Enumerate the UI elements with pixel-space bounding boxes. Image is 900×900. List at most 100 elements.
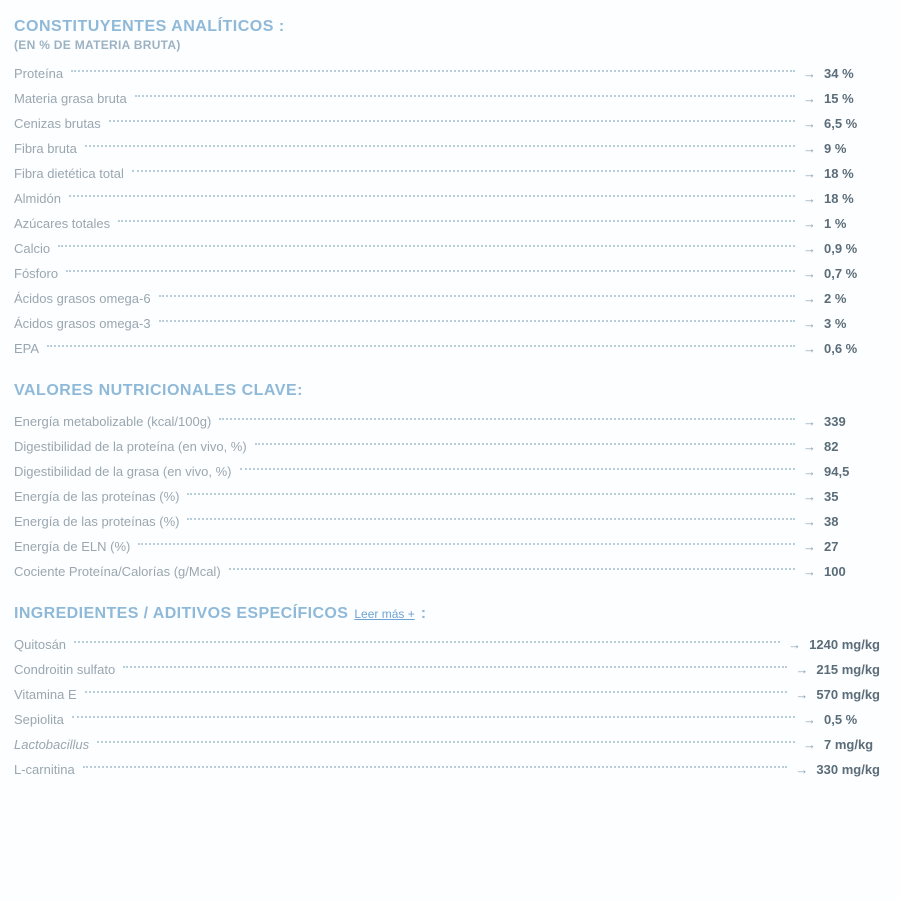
row-value: 18 % xyxy=(824,166,880,181)
row-label: Almidón xyxy=(14,191,61,206)
row-value: 82 xyxy=(824,439,880,454)
row-label: Calcio xyxy=(14,241,50,256)
table-row: Fibra dietética total → 18 % xyxy=(14,166,880,181)
arrow-icon: → xyxy=(803,713,816,726)
leader-dots xyxy=(97,741,795,743)
arrow-icon: → xyxy=(803,490,816,503)
row-value: 94,5 xyxy=(824,464,880,479)
row-value: 3 % xyxy=(824,316,880,331)
leader-dots xyxy=(85,691,788,693)
arrow-icon: → xyxy=(803,515,816,528)
row-label: Energía metabolizable (kcal/100g) xyxy=(14,414,211,429)
leader-dots xyxy=(85,145,795,147)
arrow-icon: → xyxy=(803,465,816,478)
analytical-section: CONSTITUYENTES ANALÍTICOS : (EN % DE MAT… xyxy=(14,18,880,356)
leader-dots xyxy=(58,245,795,247)
row-label: Fósforo xyxy=(14,266,58,281)
arrow-icon: → xyxy=(803,192,816,205)
leader-dots xyxy=(123,666,787,668)
ingredients-rows: Quitosán→1240 mg/kgCondroitin sulfato→21… xyxy=(14,637,880,777)
leader-dots xyxy=(219,418,795,420)
row-label: Vitamina E xyxy=(14,687,77,702)
row-label: Cociente Proteína/Calorías (g/Mcal) xyxy=(14,564,221,579)
table-row: Azúcares totales → 1 % xyxy=(14,216,880,231)
row-label: Digestibilidad de la grasa (en vivo, %) xyxy=(14,464,232,479)
row-value: 1240 mg/kg xyxy=(809,637,880,652)
arrow-icon: → xyxy=(803,440,816,453)
nutritional-rows: Energía metabolizable (kcal/100g)→339Dig… xyxy=(14,414,880,579)
row-label: Fibra dietética total xyxy=(14,166,124,181)
table-row: Energía de ELN (%)→27 xyxy=(14,539,880,554)
nutritional-section: VALORES NUTRICIONALES CLAVE: Energía met… xyxy=(14,382,880,579)
arrow-icon: → xyxy=(803,167,816,180)
analytical-rows: Proteína→34 %Materia grasa bruta→15 %Cen… xyxy=(14,66,880,356)
leader-dots xyxy=(66,270,795,272)
arrow-icon: → xyxy=(803,67,816,80)
row-value: 15 % xyxy=(824,91,880,106)
table-row: Quitosán→1240 mg/kg xyxy=(14,637,880,652)
row-label: Lactobacillus xyxy=(14,737,89,752)
read-more-link[interactable]: Leer más + xyxy=(354,607,414,621)
row-value: 215 mg/kg xyxy=(816,662,880,677)
row-label: Quitosán xyxy=(14,637,66,652)
row-value: 34 % xyxy=(824,66,880,81)
leader-dots xyxy=(74,641,780,643)
leader-dots xyxy=(69,195,795,197)
leader-dots xyxy=(135,95,795,97)
table-row: Cenizas brutas→6,5 % xyxy=(14,116,880,131)
arrow-icon: → xyxy=(803,242,816,255)
row-label: Cenizas brutas xyxy=(14,116,101,131)
table-row: Fósforo → 0,7 % xyxy=(14,266,880,281)
leader-dots xyxy=(47,345,795,347)
row-value: 1 % xyxy=(824,216,880,231)
leader-dots xyxy=(83,766,788,768)
arrow-icon: → xyxy=(803,267,816,280)
arrow-icon: → xyxy=(803,317,816,330)
table-row: Digestibilidad de la proteína (en vivo, … xyxy=(14,439,880,454)
table-row: Sepiolita→0,5 % xyxy=(14,712,880,727)
row-value: 0,5 % xyxy=(824,712,880,727)
table-row: Materia grasa bruta→15 % xyxy=(14,91,880,106)
table-row: Condroitin sulfato→215 mg/kg xyxy=(14,662,880,677)
row-value: 0,6 % xyxy=(824,341,880,356)
leader-dots xyxy=(71,70,795,72)
row-value: 7 mg/kg xyxy=(824,737,880,752)
table-row: EPA→0,6 % xyxy=(14,341,880,356)
row-value: 330 mg/kg xyxy=(816,762,880,777)
row-value: 9 % xyxy=(824,141,880,156)
ingredients-title: INGREDIENTES / ADITIVOS ESPECÍFICOS xyxy=(14,605,348,623)
arrow-icon: → xyxy=(803,565,816,578)
arrow-icon: → xyxy=(803,292,816,305)
arrow-icon: → xyxy=(803,342,816,355)
row-label: Azúcares totales xyxy=(14,216,110,231)
leader-dots xyxy=(240,468,796,470)
row-label: Fibra bruta xyxy=(14,141,77,156)
analytical-title: CONSTITUYENTES ANALÍTICOS : xyxy=(14,18,880,36)
row-value: 6,5 % xyxy=(824,116,880,131)
table-row: Calcio→0,9 % xyxy=(14,241,880,256)
table-row: Cociente Proteína/Calorías (g/Mcal)→100 xyxy=(14,564,880,579)
arrow-icon: → xyxy=(795,763,808,776)
table-row: Proteína → 34 % xyxy=(14,66,880,81)
row-value: 0,7 % xyxy=(824,266,880,281)
ingredients-section: INGREDIENTES / ADITIVOS ESPECÍFICOS Leer… xyxy=(14,605,880,777)
table-row: Ácidos grasos omega-6→2 % xyxy=(14,291,880,306)
row-label: Condroitin sulfato xyxy=(14,662,115,677)
arrow-icon: → xyxy=(803,92,816,105)
table-row: Fibra bruta→9 % xyxy=(14,141,880,156)
row-value: 38 xyxy=(824,514,880,529)
arrow-icon: → xyxy=(803,217,816,230)
row-label: Ácidos grasos omega-3 xyxy=(14,316,151,331)
ingredients-title-line: INGREDIENTES / ADITIVOS ESPECÍFICOS Leer… xyxy=(14,605,880,623)
arrow-icon: → xyxy=(803,415,816,428)
table-row: Energía metabolizable (kcal/100g)→339 xyxy=(14,414,880,429)
table-row: Vitamina E→570 mg/kg xyxy=(14,687,880,702)
row-label: Proteína xyxy=(14,66,63,81)
leader-dots xyxy=(159,295,795,297)
leader-dots xyxy=(72,716,795,718)
leader-dots xyxy=(229,568,795,570)
leader-dots xyxy=(138,543,795,545)
leader-dots xyxy=(132,170,795,172)
table-row: Energía de las proteínas (%)→38 xyxy=(14,514,880,529)
table-row: Lactobacillus→7 mg/kg xyxy=(14,737,880,752)
